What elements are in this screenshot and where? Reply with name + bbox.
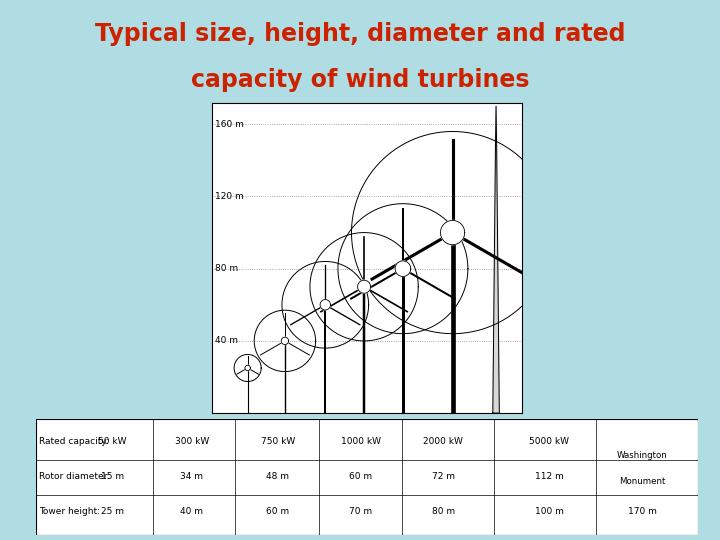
Text: 120 m: 120 m: [215, 192, 243, 201]
Polygon shape: [395, 261, 410, 276]
Text: 15 m: 15 m: [101, 472, 124, 481]
Text: 50 kW: 50 kW: [98, 437, 127, 446]
Polygon shape: [441, 220, 464, 245]
Text: 100 m: 100 m: [535, 507, 564, 516]
Text: Rated capacity:: Rated capacity:: [40, 437, 109, 446]
Polygon shape: [282, 337, 289, 345]
Text: 5000 kW: 5000 kW: [529, 437, 570, 446]
Text: 80 m: 80 m: [215, 264, 238, 273]
Text: 40 m: 40 m: [215, 336, 238, 346]
Polygon shape: [492, 106, 499, 413]
Polygon shape: [245, 365, 251, 370]
Polygon shape: [358, 280, 371, 293]
Polygon shape: [320, 300, 330, 310]
Text: Tower height:: Tower height:: [40, 507, 100, 516]
Text: 25 m: 25 m: [101, 507, 124, 516]
Text: Typical size, height, diameter and rated: Typical size, height, diameter and rated: [95, 22, 625, 46]
Text: 72 m: 72 m: [432, 472, 455, 481]
Text: 80 m: 80 m: [432, 507, 455, 516]
Text: 34 m: 34 m: [180, 472, 203, 481]
Text: 750 kW: 750 kW: [261, 437, 295, 446]
Text: Rotor diameter:: Rotor diameter:: [40, 472, 110, 481]
Text: 70 m: 70 m: [349, 507, 372, 516]
Text: 160 m: 160 m: [215, 120, 243, 129]
Text: 1000 kW: 1000 kW: [341, 437, 381, 446]
Text: Washington: Washington: [617, 451, 667, 460]
Text: 40 m: 40 m: [180, 507, 203, 516]
Text: 48 m: 48 m: [266, 472, 289, 481]
Text: 170 m: 170 m: [628, 507, 657, 516]
Text: 60 m: 60 m: [349, 472, 372, 481]
Text: 2000 kW: 2000 kW: [423, 437, 463, 446]
Text: 112 m: 112 m: [535, 472, 564, 481]
Text: 60 m: 60 m: [266, 507, 289, 516]
Text: Monument: Monument: [619, 477, 665, 485]
Text: capacity of wind turbines: capacity of wind turbines: [191, 68, 529, 92]
Text: 300 kW: 300 kW: [174, 437, 209, 446]
